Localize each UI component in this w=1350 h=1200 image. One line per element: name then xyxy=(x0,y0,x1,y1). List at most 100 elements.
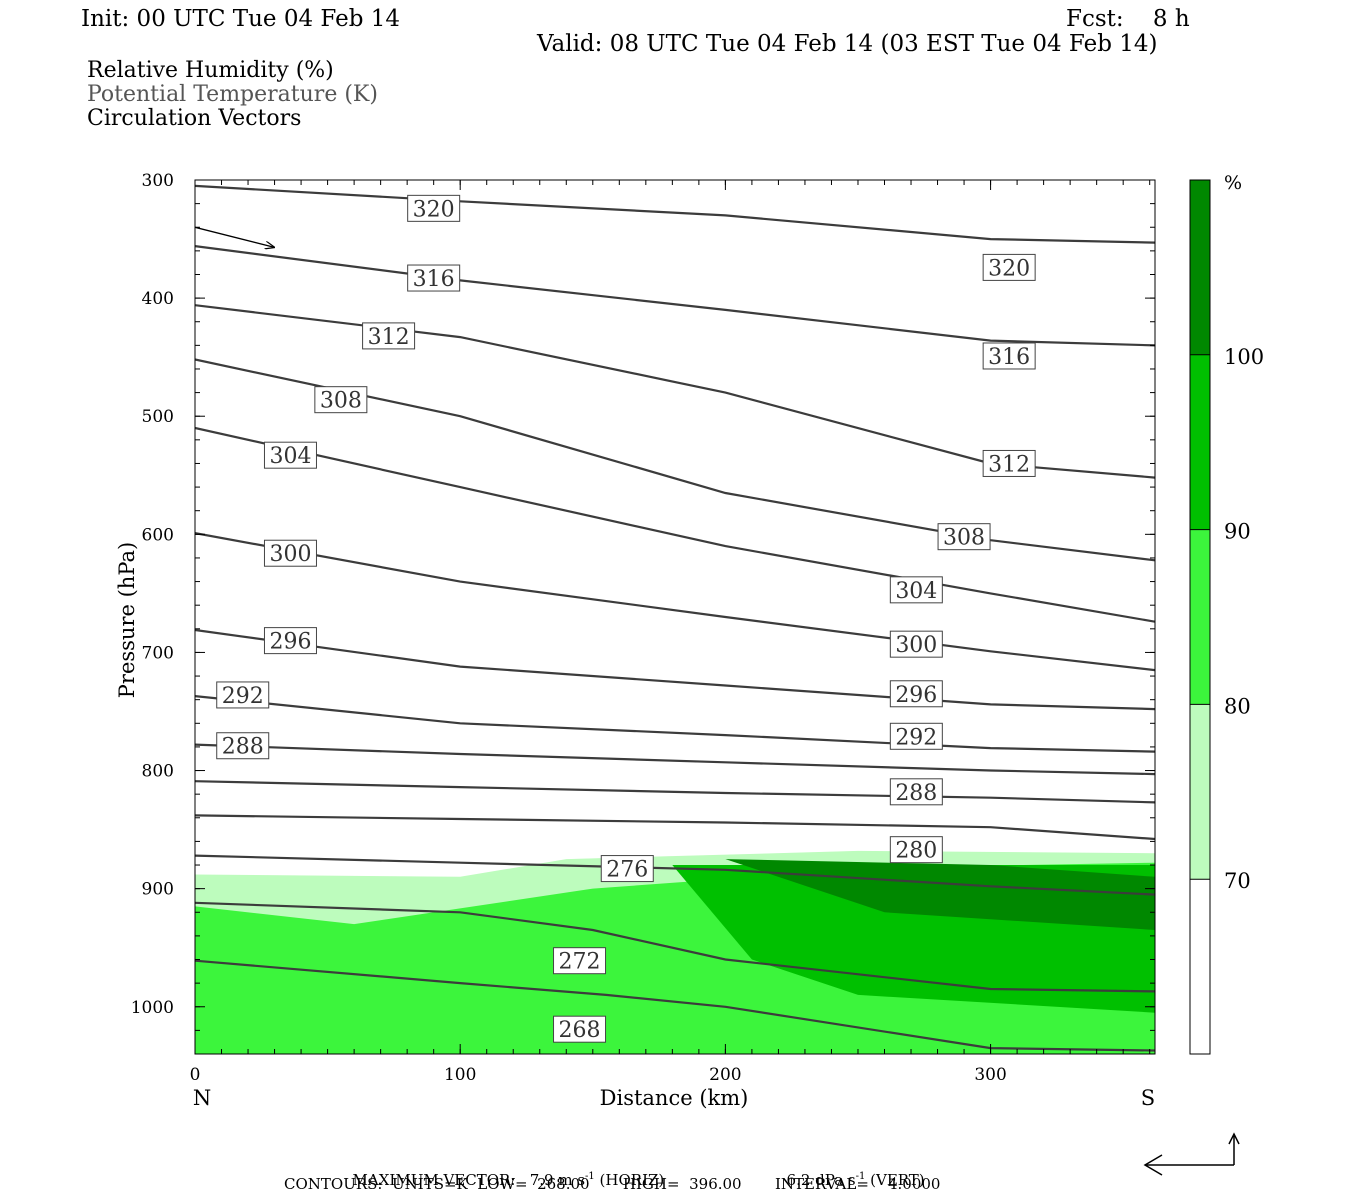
theta-label-288: 288 xyxy=(889,778,943,806)
svg-text:308: 308 xyxy=(943,526,985,551)
theta-label-292: 292 xyxy=(889,722,943,750)
reference-vector-icon xyxy=(1143,1132,1240,1176)
y-axis-label: Pressure (hPa) xyxy=(115,542,139,698)
theta-contour-280 xyxy=(195,814,1155,841)
theta-contour-304 xyxy=(195,426,1155,623)
legend-rh: Relative Humidity (%) xyxy=(87,58,334,83)
colorbar-segment xyxy=(1190,354,1210,530)
vert-value: 6.2 dPa s xyxy=(786,1171,856,1189)
y-tick-label: 500 xyxy=(142,407,174,427)
theta-contour-292 xyxy=(195,695,1155,753)
theta-contour-320 xyxy=(195,184,1155,244)
svg-text:300: 300 xyxy=(269,542,311,567)
theta-label-312: 312 xyxy=(362,322,416,350)
circulation-vectors xyxy=(195,226,274,247)
theta-label-272: 272 xyxy=(553,947,607,975)
theta-contour-308 xyxy=(195,358,1155,562)
north-label: N xyxy=(193,1086,211,1110)
colorbar-segment xyxy=(1190,529,1210,705)
horiz-exponent: -1 xyxy=(585,1171,595,1182)
theta-contour-296 xyxy=(195,628,1155,711)
theta-label-304: 304 xyxy=(263,441,317,469)
x-tick-label: 100 xyxy=(444,1065,476,1085)
max-vector-line: MAXIMUM VECTOR: 7.9 m s-1 (HORIZ) xyxy=(343,1157,665,1189)
contour-labels: 320 320 316 316 312 312 308 308 304 304 300 300 296 2… xyxy=(216,194,1036,1043)
y-tick-label: 700 xyxy=(142,643,174,663)
theta-label-320: 320 xyxy=(982,253,1036,281)
theta-contour-316 xyxy=(195,245,1155,347)
horiz-value: 7.9 m s xyxy=(529,1171,586,1189)
rh-shading xyxy=(195,850,1155,1054)
theta-contour-288 xyxy=(195,743,1155,776)
theta-label-316: 316 xyxy=(407,264,461,292)
theta-contour-276 xyxy=(195,854,1155,896)
colorbar-segment xyxy=(1190,879,1210,1054)
x-tick-label: 0 xyxy=(190,1065,201,1085)
svg-text:288: 288 xyxy=(222,735,264,760)
circulation-vector xyxy=(195,226,274,247)
y-tick-label: 600 xyxy=(142,525,174,545)
svg-text:272: 272 xyxy=(559,950,601,975)
theta-label-320: 320 xyxy=(407,194,461,222)
svg-text:268: 268 xyxy=(559,1018,601,1043)
horiz-tag: (HORIZ) xyxy=(599,1171,665,1189)
theta-contours xyxy=(195,184,1155,1052)
svg-text:280: 280 xyxy=(895,839,937,864)
svg-text:312: 312 xyxy=(368,325,410,350)
theta-contour-284 xyxy=(195,780,1155,804)
y-tick-label: 1000 xyxy=(131,998,174,1018)
y-tick-label: 300 xyxy=(142,171,174,191)
svg-text:308: 308 xyxy=(320,389,362,414)
y-tick-label: 400 xyxy=(142,289,174,309)
svg-text:276: 276 xyxy=(606,858,648,883)
svg-text:312: 312 xyxy=(988,452,1030,477)
svg-text:316: 316 xyxy=(988,345,1030,370)
colorbar: 70 80 90 100% xyxy=(1189,172,1264,1055)
svg-text:320: 320 xyxy=(988,256,1030,281)
legend-theta: Potential Temperature (K) xyxy=(87,82,378,107)
colorbar-label: 90 xyxy=(1224,520,1251,544)
x-tick-label: 200 xyxy=(709,1065,741,1085)
theta-label-304: 304 xyxy=(889,576,943,604)
theta-label-308: 308 xyxy=(314,386,368,414)
svg-text:320: 320 xyxy=(413,197,455,222)
axes: 0 100 200 300 300 400 500 600 700 800 900 1000 xyxy=(131,171,1155,1085)
x-tick-label: 300 xyxy=(974,1065,1006,1085)
theta-contour-272 xyxy=(195,901,1155,993)
max-vector-label: MAXIMUM VECTOR: xyxy=(352,1171,516,1189)
vert-vector: 6.2 dPa s-1 (VERT) xyxy=(777,1157,925,1188)
theta-label-296: 296 xyxy=(263,627,317,655)
svg-text:316: 316 xyxy=(413,267,455,292)
theta-label-268: 268 xyxy=(553,1015,607,1043)
theta-label-280: 280 xyxy=(889,836,943,864)
svg-text:288: 288 xyxy=(895,781,937,806)
legend-vectors: Circulation Vectors xyxy=(87,106,302,131)
theta-label-300: 300 xyxy=(263,539,317,567)
theta-label-276: 276 xyxy=(600,855,654,883)
plot-frame xyxy=(194,179,1156,1055)
svg-text:292: 292 xyxy=(222,684,264,709)
svg-text:296: 296 xyxy=(269,630,311,655)
x-axis-label: Distance (km) xyxy=(600,1086,749,1110)
colorbar-unit: % xyxy=(1224,172,1242,194)
south-label: S xyxy=(1141,1086,1155,1110)
forecast-hour: Fcst: 8 h xyxy=(1066,6,1190,32)
theta-contour-268 xyxy=(195,959,1155,1052)
y-tick-label: 900 xyxy=(142,880,174,900)
svg-text:300: 300 xyxy=(895,633,937,658)
theta-label-292: 292 xyxy=(216,681,270,709)
valid-time: Valid: 08 UTC Tue 04 Feb 14 (03 EST Tue … xyxy=(537,31,1158,57)
svg-text:296: 296 xyxy=(895,683,937,708)
contours-info: CONTOURS: UNITS=K LOW= 268.00 HIGH= 396.… xyxy=(284,1175,941,1193)
vert-exponent: -1 xyxy=(855,1171,866,1182)
init-time: Init: 00 UTC Tue 04 Feb 14 xyxy=(81,6,401,32)
svg-text:292: 292 xyxy=(895,725,937,750)
colorbar-label: 100 xyxy=(1224,345,1264,369)
theta-label-296: 296 xyxy=(889,680,943,708)
colorbar-label: 80 xyxy=(1224,694,1251,718)
colorbar-segment xyxy=(1190,704,1210,880)
theta-label-308: 308 xyxy=(937,523,991,551)
colorbar-label: 70 xyxy=(1224,869,1251,893)
theta-label-288: 288 xyxy=(216,732,270,760)
